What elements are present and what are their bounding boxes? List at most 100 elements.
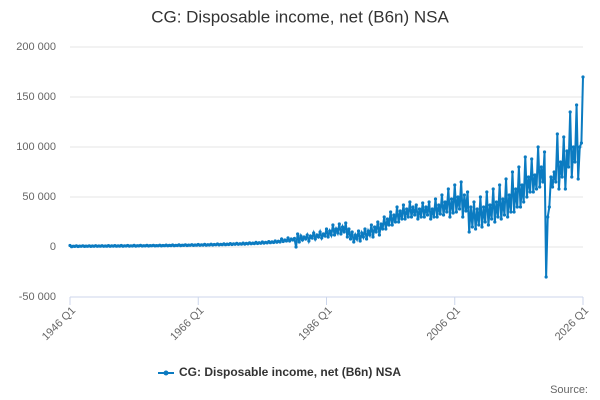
point [563,187,567,191]
point [429,217,433,221]
point [395,205,399,209]
y-tick-label: 150 000 [16,91,56,103]
point [512,210,516,214]
point [353,233,357,237]
point [403,217,407,221]
point [498,183,502,187]
point [578,145,582,149]
point [405,207,409,211]
point [437,203,441,207]
point [515,205,519,209]
point [490,217,494,221]
point [435,215,439,219]
point [499,217,503,221]
point [400,217,404,221]
point [467,230,471,234]
point [514,187,518,191]
x-tick-label: 2026 Q1 [553,305,591,343]
point [422,215,426,219]
point [533,173,537,177]
point [304,237,308,241]
point [427,200,431,204]
point [518,205,523,209]
point [417,207,422,211]
point [313,237,317,241]
point [472,200,476,204]
point [491,187,495,191]
point [328,229,332,233]
point [542,150,547,154]
point [534,187,539,191]
point [369,223,373,227]
point [331,223,335,227]
point [480,225,484,229]
source: Source: [550,384,588,396]
point [477,223,481,227]
point [284,239,289,243]
point [424,205,428,209]
point [470,225,474,229]
point [558,160,563,164]
point [296,232,300,236]
point [352,240,356,244]
point [520,183,524,187]
point [454,210,458,214]
point [382,215,386,219]
point [485,190,489,194]
point [566,165,571,169]
point [440,193,444,197]
point [581,75,585,79]
point [483,220,487,224]
point [509,210,513,214]
point [390,223,394,227]
point [372,225,377,229]
point [457,207,462,211]
point [462,193,466,197]
point [539,165,543,169]
point [538,185,542,189]
point [486,223,491,227]
point [332,233,337,237]
point [334,227,338,231]
point [441,213,446,217]
x-tick-label: 1986 Q1 [296,305,334,343]
y-tick-label: 50 000 [22,191,56,203]
legend-label: CG: Disposable income, net (B6n) NSA [179,365,401,379]
point [364,237,369,241]
point [530,157,534,161]
point [562,135,566,139]
point [318,230,322,234]
point [348,237,353,241]
point [573,160,577,164]
point [297,240,301,244]
point [525,195,529,199]
point [488,203,492,207]
point [355,237,359,241]
point [560,175,564,179]
point [554,180,558,184]
point [368,233,372,237]
point [552,170,556,174]
point [579,141,583,145]
point [384,227,388,231]
point [419,215,423,219]
point [312,231,316,235]
legend-marker [163,370,169,376]
point [443,200,447,204]
point [414,203,418,207]
point [336,231,340,235]
point [406,215,410,219]
point [374,230,378,234]
point [506,215,510,219]
point [401,203,406,207]
point [408,200,412,204]
point [526,175,531,179]
point [280,237,284,241]
point [392,213,396,217]
point [469,205,473,209]
point [292,236,297,241]
point [522,200,526,204]
point [541,180,545,184]
point [473,227,478,231]
point [323,234,327,238]
